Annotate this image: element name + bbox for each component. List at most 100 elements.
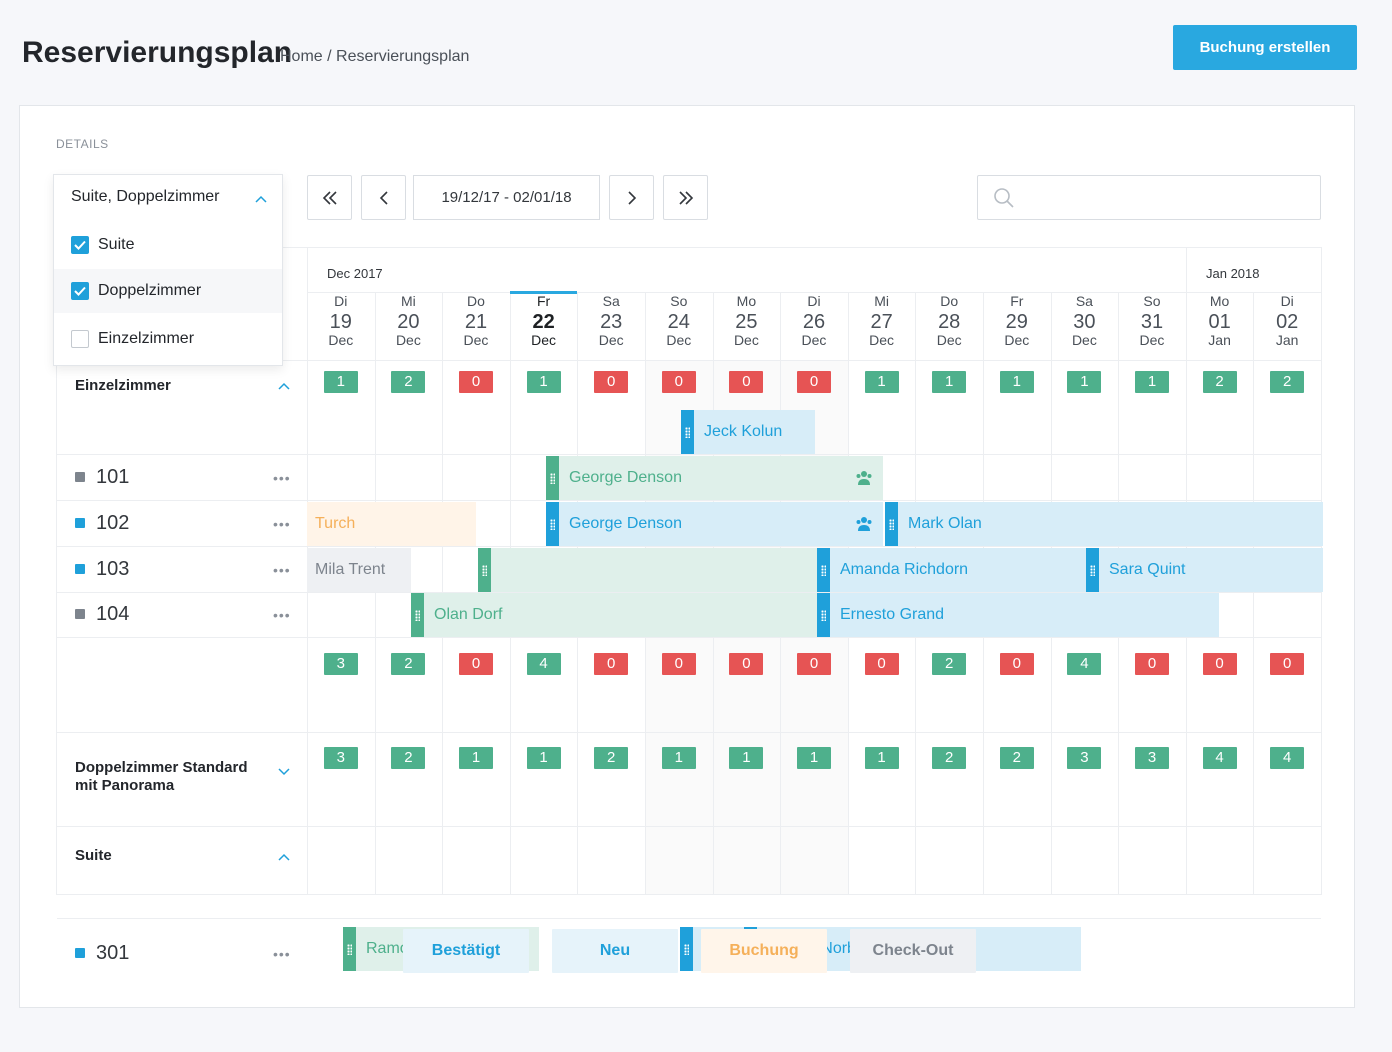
- drag-handle-icon[interactable]: [546, 502, 559, 546]
- search-input[interactable]: [977, 175, 1321, 220]
- day-header[interactable]: Fr 22 Dec: [510, 293, 578, 359]
- drag-handle-icon[interactable]: [546, 456, 559, 500]
- day-header-mon: Dec: [1139, 332, 1165, 348]
- day-header[interactable]: Sa 30 Dec: [1051, 293, 1119, 359]
- booking-guest-name: Amanda Richdorn: [840, 561, 969, 578]
- chevron-down-icon[interactable]: [277, 764, 291, 778]
- day-header[interactable]: Mi 20 Dec: [375, 293, 443, 359]
- group-guests-icon: [856, 517, 872, 531]
- room-103[interactable]: 103: [75, 558, 129, 580]
- chevron-right-icon: [627, 190, 636, 205]
- day-header[interactable]: Di 26 Dec: [780, 293, 848, 359]
- day-header-mon: Dec: [1004, 332, 1030, 348]
- drag-handle-icon[interactable]: [817, 593, 830, 637]
- booking-guest-name: Turch: [315, 515, 356, 532]
- day-header-num: 31: [1140, 311, 1164, 333]
- double-chevron-left-icon: [322, 190, 337, 205]
- day-header[interactable]: Mi 27 Dec: [848, 293, 916, 359]
- day-header[interactable]: Mo 01 Jan: [1186, 293, 1254, 359]
- legend-checkout: Check-Out: [850, 929, 976, 973]
- room-type-filter-dropdown[interactable]: Suite, Doppelzimmer Suite Doppelzimmer E…: [53, 174, 283, 366]
- availability-badge: 0: [459, 371, 493, 393]
- day-header-mon: Dec: [733, 332, 759, 348]
- booking-bar[interactable]: Mark Olan: [885, 502, 1323, 546]
- filter-option-label: Einzelzimmer: [98, 330, 195, 347]
- day-header-num: 25: [735, 311, 758, 333]
- booking-guest-name: Mark Olan: [908, 515, 982, 532]
- day-header[interactable]: Do 21 Dec: [442, 293, 510, 359]
- more-options-icon[interactable]: •••: [273, 516, 291, 532]
- booking-bar[interactable]: [478, 548, 818, 592]
- drag-handle-icon[interactable]: [343, 927, 356, 971]
- room-101[interactable]: 101: [75, 466, 129, 488]
- checkbox-checked-icon[interactable]: [71, 236, 89, 254]
- day-header-wd: Di: [1280, 293, 1294, 309]
- more-options-icon[interactable]: •••: [273, 946, 291, 962]
- breadcrumb[interactable]: Home / Reservierungsplan: [280, 48, 470, 65]
- booking-bar[interactable]: George Denson: [546, 502, 883, 546]
- next-button[interactable]: [609, 175, 654, 220]
- scheduler-card: DETAILS 19/12/17 - 02/01/18 Dec 2017 Jan…: [19, 105, 1355, 1008]
- booking-bar[interactable]: Amanda Richdorn: [817, 548, 1087, 592]
- availability-badge: 3: [1135, 747, 1169, 769]
- first-page-button[interactable]: [307, 175, 352, 220]
- more-options-icon[interactable]: •••: [273, 470, 291, 486]
- booking-bar[interactable]: Olan Dorf: [411, 593, 817, 637]
- availability-badge: 0: [1270, 653, 1305, 675]
- filter-option-label: Suite: [98, 236, 135, 253]
- room-102[interactable]: 102: [75, 512, 129, 534]
- availability-badge: 2: [932, 747, 967, 769]
- checkbox-unchecked-icon[interactable]: [71, 330, 89, 348]
- last-page-button[interactable]: [663, 175, 708, 220]
- room-104[interactable]: 104: [75, 603, 129, 625]
- drag-handle-icon[interactable]: [1086, 548, 1099, 592]
- availability-badge: 2: [391, 371, 426, 393]
- previous-button[interactable]: [361, 175, 406, 220]
- booking-bar[interactable]: Sara Quint: [1086, 548, 1323, 592]
- room-number: 301: [96, 941, 130, 964]
- booking-bar[interactable]: Ernesto Grand: [817, 593, 1219, 637]
- day-header[interactable]: Sa 23 Dec: [577, 293, 645, 359]
- booking-bar[interactable]: George Denson: [546, 456, 883, 500]
- grid-row-line: [57, 592, 1321, 593]
- day-header-mon: Dec: [531, 332, 557, 348]
- date-range-display[interactable]: 19/12/17 - 02/01/18: [413, 175, 600, 220]
- more-options-icon[interactable]: •••: [273, 562, 291, 578]
- drag-handle-icon[interactable]: [817, 548, 830, 592]
- drag-handle-icon[interactable]: [681, 410, 694, 454]
- day-header[interactable]: Di 02 Jan: [1253, 293, 1321, 359]
- room-301[interactable]: 301: [75, 941, 130, 964]
- details-label: DETAILS: [56, 137, 109, 151]
- chevron-left-icon: [379, 190, 388, 205]
- booking-bar[interactable]: Mila Trent: [307, 548, 411, 592]
- day-header-wd: Do: [467, 293, 485, 309]
- chevron-up-icon[interactable]: [277, 851, 291, 865]
- availability-badge: 0: [999, 653, 1034, 675]
- filter-option-suite[interactable]: Suite: [54, 223, 282, 267]
- availability-badge: 4: [526, 653, 561, 675]
- day-header[interactable]: So 24 Dec: [645, 293, 713, 359]
- drag-handle-icon[interactable]: [478, 548, 491, 592]
- chevron-up-icon[interactable]: [277, 380, 291, 394]
- day-header[interactable]: Fr 29 Dec: [983, 293, 1051, 359]
- create-booking-button[interactable]: Buchung erstellen: [1173, 25, 1357, 70]
- drag-handle-icon[interactable]: [680, 927, 693, 971]
- booking-bar[interactable]: Turch: [307, 502, 476, 546]
- drag-handle-icon[interactable]: [411, 593, 424, 637]
- booking-guest-name: George Denson: [569, 515, 682, 532]
- today-indicator: [509, 291, 578, 294]
- day-header[interactable]: Di 19 Dec: [307, 293, 375, 359]
- chevron-up-icon[interactable]: [254, 193, 268, 207]
- day-header[interactable]: Mo 25 Dec: [713, 293, 781, 359]
- filter-option-einzelzimmer[interactable]: Einzelzimmer: [54, 317, 282, 361]
- availability-badge: 1: [729, 747, 764, 769]
- filter-option-doppelzimmer[interactable]: Doppelzimmer: [54, 269, 282, 313]
- day-header[interactable]: Do 28 Dec: [915, 293, 983, 359]
- more-options-icon[interactable]: •••: [273, 607, 291, 623]
- availability-badge: 2: [999, 747, 1034, 769]
- day-header-wd: Fr: [536, 293, 551, 309]
- checkbox-checked-icon[interactable]: [71, 282, 89, 300]
- drag-handle-icon[interactable]: [885, 502, 898, 546]
- booking-bar[interactable]: Jeck Kolun: [681, 410, 815, 454]
- day-header[interactable]: So 31 Dec: [1118, 293, 1186, 359]
